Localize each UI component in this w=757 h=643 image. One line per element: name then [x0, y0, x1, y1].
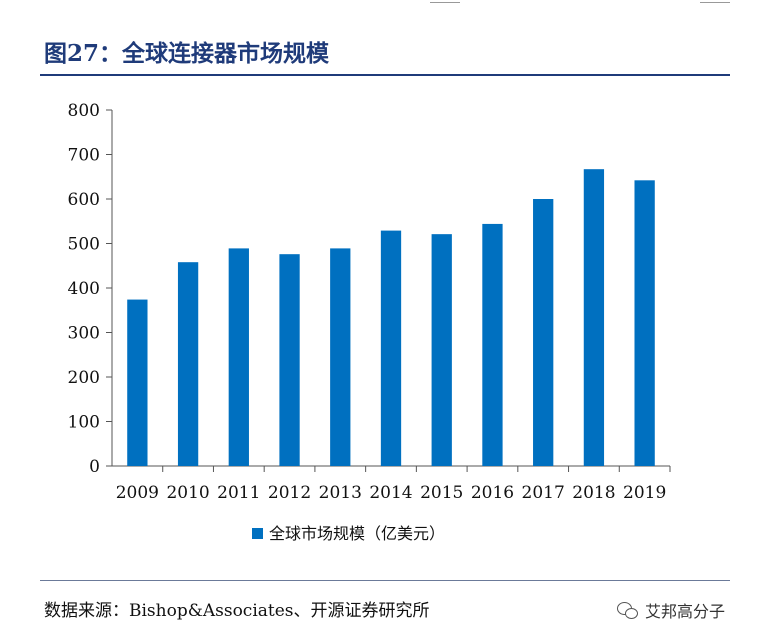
figure-title: 图27：全球连接器市场规模 [44, 40, 330, 67]
x-tick-label: 2014 [369, 483, 412, 503]
y-tick-label: 500 [68, 235, 100, 255]
x-tick-label: 2015 [420, 483, 463, 503]
x-tick-label: 2018 [572, 483, 615, 503]
bar-2011 [228, 248, 249, 466]
y-tick-label: 200 [68, 368, 100, 388]
bar-2015 [431, 234, 452, 466]
x-tick-label: 2011 [217, 483, 260, 503]
bar-2014 [380, 230, 402, 466]
y-tick-label: 700 [68, 146, 100, 166]
y-tick-label: 100 [68, 413, 100, 433]
x-tick-label: 2013 [319, 483, 362, 503]
top-edge-fragment-right [700, 0, 730, 3]
y-tick-label: 0 [89, 457, 100, 477]
bar-2018 [583, 169, 605, 466]
watermark: 艾邦高分子 [617, 598, 725, 622]
y-tick-label: 600 [68, 190, 100, 210]
x-tick-label: 2010 [166, 483, 209, 503]
x-tick-label: 2012 [268, 483, 311, 503]
bar-2009 [127, 299, 148, 466]
source-rule [40, 580, 730, 581]
title-rule [40, 74, 730, 76]
legend: 全球市场规模（亿美元） [252, 524, 445, 543]
bar-2017 [533, 199, 554, 466]
wechat-icon [617, 601, 639, 619]
top-edge-fragment-left [430, 0, 460, 3]
bar-2012 [279, 254, 300, 466]
legend-label: 全球市场规模（亿美元） [269, 524, 445, 543]
x-tick-label: 2016 [471, 483, 514, 503]
y-tick-label: 800 [68, 101, 100, 121]
watermark-text: 艾邦高分子 [645, 602, 726, 621]
bar-2019 [634, 180, 655, 466]
x-tick-label: 2019 [623, 483, 666, 503]
legend-swatch [252, 528, 263, 539]
x-tick-label: 2009 [116, 483, 159, 503]
x-tick-label: 2017 [522, 483, 565, 503]
bar-2010 [177, 262, 199, 466]
bar-2013 [330, 248, 351, 466]
source-note: 数据来源：Bishop&Associates、开源证券研究所 [44, 601, 430, 621]
y-tick-label: 400 [68, 279, 100, 299]
y-tick-label: 300 [68, 324, 100, 344]
bar-2016 [482, 223, 503, 466]
